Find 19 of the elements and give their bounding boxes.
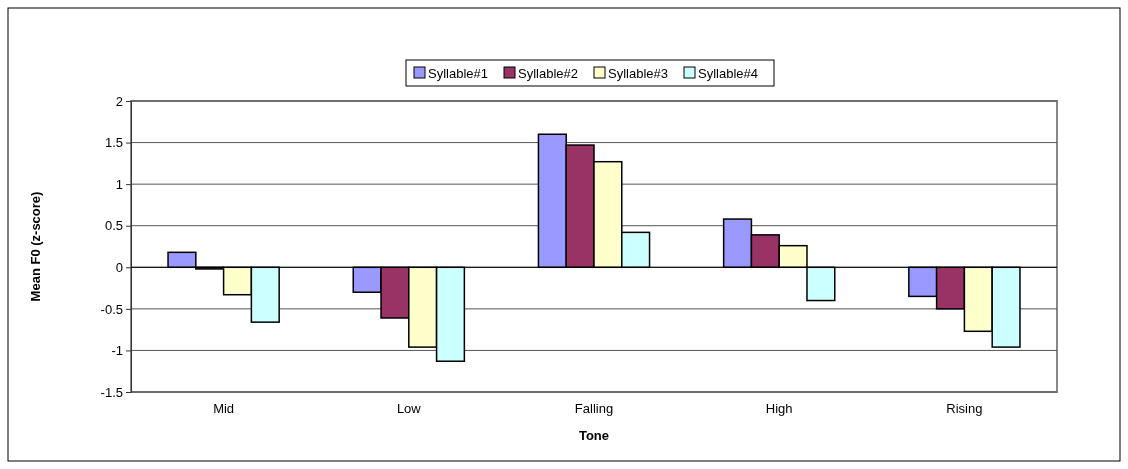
x-tick-label: Falling	[574, 401, 614, 417]
y-tick-label: 1	[115, 176, 123, 192]
legend-label: Syllable#3	[608, 66, 668, 81]
y-tick-label: -1.5	[100, 384, 123, 400]
y-tick-label: 1.5	[104, 135, 123, 151]
x-tick-label: High	[765, 401, 793, 417]
legend-label: Syllable#4	[698, 66, 758, 81]
y-tick-label: -1	[111, 343, 123, 359]
x-tick-label: Rising	[946, 401, 983, 417]
y-tick-label: 0.5	[104, 218, 123, 234]
y-tick-label: 2	[115, 93, 123, 109]
x-axis-title: Tone	[578, 428, 610, 443]
legend-label: Syllable#1	[428, 66, 488, 81]
y-tick-label: -0.5	[100, 301, 123, 317]
legend-label: Syllable#2	[518, 66, 578, 81]
y-tick-label: 0	[115, 259, 123, 275]
x-tick-label: Low	[396, 401, 422, 417]
x-tick-label: Mid	[213, 401, 235, 417]
y-axis-title: Mean F0 (z-score)	[28, 191, 43, 302]
